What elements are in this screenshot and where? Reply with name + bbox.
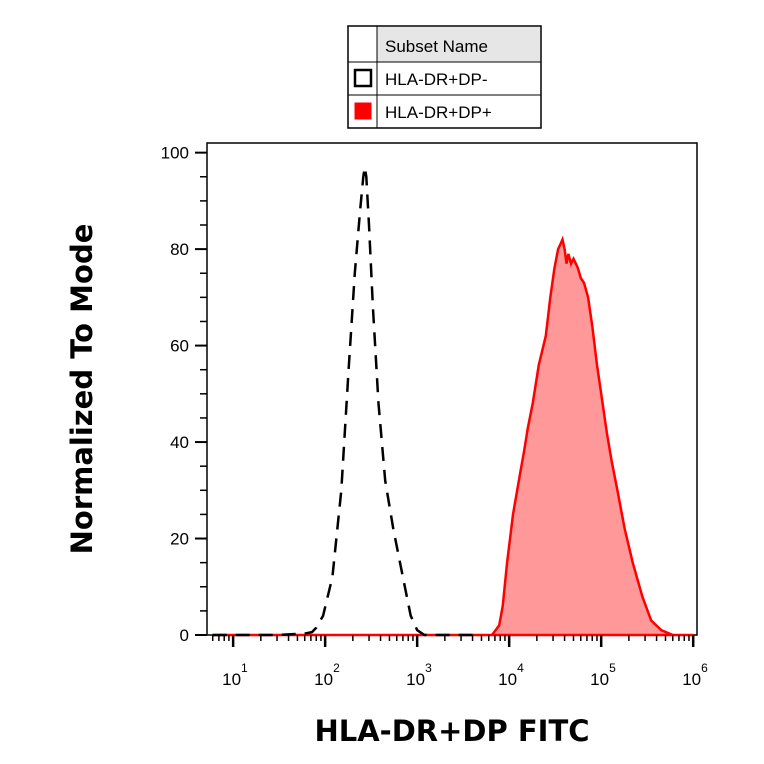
legend: Subset Name HLA-DR+DP- HLA-DR+DP+ (347, 25, 542, 129)
legend-header-bg (377, 27, 540, 62)
y-tick-label: 0 (180, 626, 189, 645)
series-line-hla-dr-dp-negative (212, 166, 482, 637)
legend-label-hla-dr-dp-negative: HLA-DR+DP- (385, 70, 488, 89)
x-tick-label: 105 (590, 661, 616, 689)
x-tick-label: 104 (498, 661, 524, 689)
y-tick-label: 20 (170, 530, 189, 549)
x-tick-label: 101 (222, 661, 248, 689)
legend-swatch-hla-dr-dp-negative (353, 68, 373, 88)
y-tick-label: 40 (170, 433, 189, 452)
y-tick-label: 80 (170, 240, 189, 259)
x-tick-label: 106 (682, 661, 708, 689)
legend-swatch-hla-dr-dp-positive (354, 102, 372, 120)
y-axis-title: Normalized To Mode (65, 224, 99, 555)
x-tick-label: 102 (314, 661, 340, 689)
x-tick-label: 103 (406, 661, 432, 689)
y-axis: 0 20 40 60 80 100 (161, 144, 207, 645)
legend-header: Subset Name (385, 37, 488, 56)
y-tick-label: 100 (161, 144, 189, 163)
x-axis: 101 102 103 104 105 106 (211, 635, 708, 689)
legend-label-hla-dr-dp-positive: HLA-DR+DP+ (385, 103, 492, 122)
x-axis-title: HLA-DR+DP FITC (314, 714, 589, 748)
series-area-hla-dr-dp-positive (212, 235, 694, 637)
y-tick-label: 60 (170, 337, 189, 356)
